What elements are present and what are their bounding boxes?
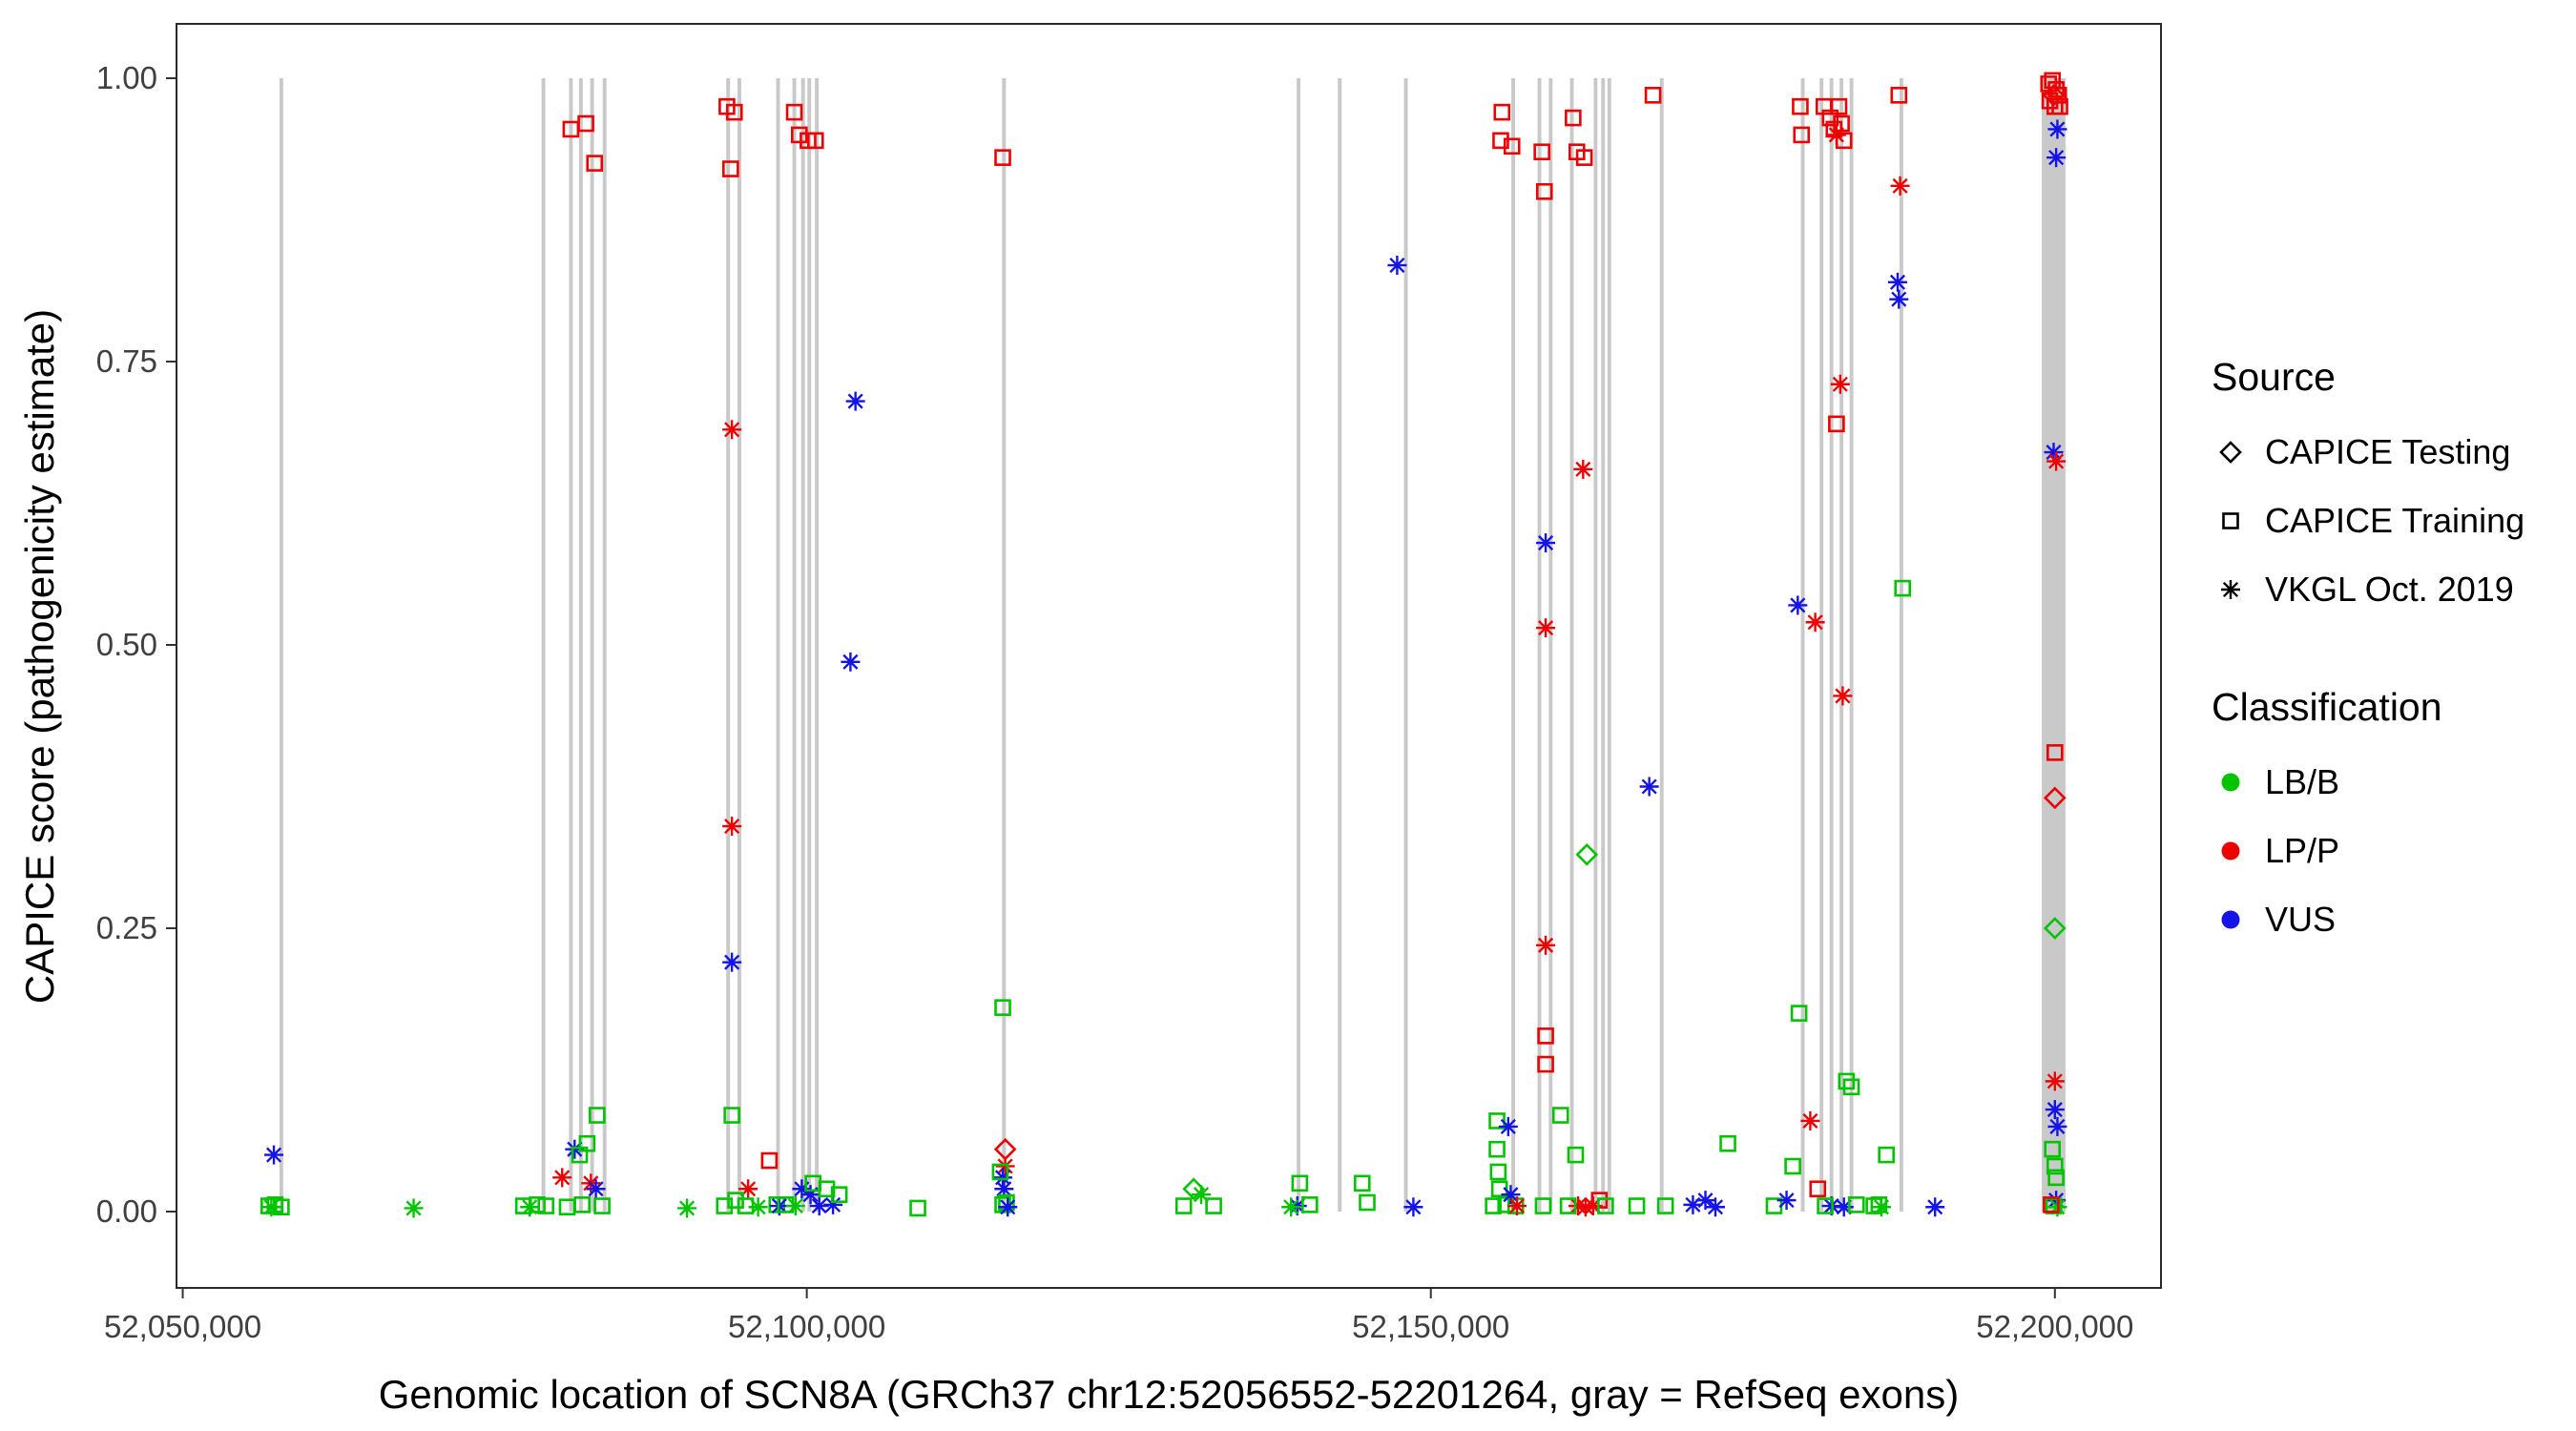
legend: Source CAPICE Testing CAPICE Training VK…: [2212, 353, 2524, 954]
svg-text:52,200,000: 52,200,000: [1976, 1309, 2133, 1344]
svg-text:52,100,000: 52,100,000: [728, 1309, 885, 1344]
legend-item-vkgl: VKGL Oct. 2019: [2212, 555, 2524, 624]
svg-text:0.75: 0.75: [96, 343, 157, 379]
svg-text:0.50: 0.50: [96, 627, 157, 662]
svg-text:1.00: 1.00: [96, 60, 157, 95]
legend-item-vus: VUS: [2212, 885, 2524, 954]
legend-item-capice-testing: CAPICE Testing: [2212, 418, 2524, 487]
green-dot-icon: [2221, 773, 2240, 792]
legend-item-label: VKGL Oct. 2019: [2265, 570, 2514, 609]
square-icon: [2222, 512, 2239, 529]
legend-item-lpp: LP/P: [2212, 817, 2524, 885]
legend-item-label: LP/P: [2265, 831, 2340, 870]
svg-text:52,050,000: 52,050,000: [104, 1309, 261, 1344]
legend-item-label: CAPICE Training: [2265, 501, 2525, 540]
asterisk-icon: [2221, 580, 2240, 599]
diamond-icon: [2219, 441, 2242, 464]
legend-source-title: Source: [2212, 355, 2336, 399]
x-axis-title: Genomic location of SCN8A (GRCh37 chr12:…: [378, 1372, 1960, 1417]
legend-classification-title: Classification: [2212, 685, 2442, 729]
legend-item-label: VUS: [2265, 900, 2337, 939]
svg-text:52,150,000: 52,150,000: [1352, 1309, 1509, 1344]
svg-text:0.25: 0.25: [96, 910, 157, 945]
y-axis-title: CAPICE score (pathogenicity estimate): [17, 308, 62, 1005]
legend-item-lbb: LB/B: [2212, 748, 2524, 817]
blue-dot-icon: [2221, 910, 2240, 929]
legend-item-label: CAPICE Testing: [2265, 432, 2511, 471]
svg-text:0.00: 0.00: [96, 1193, 157, 1229]
red-dot-icon: [2221, 841, 2240, 861]
legend-item-label: LB/B: [2265, 762, 2340, 801]
legend-item-capice-training: CAPICE Training: [2212, 487, 2524, 555]
